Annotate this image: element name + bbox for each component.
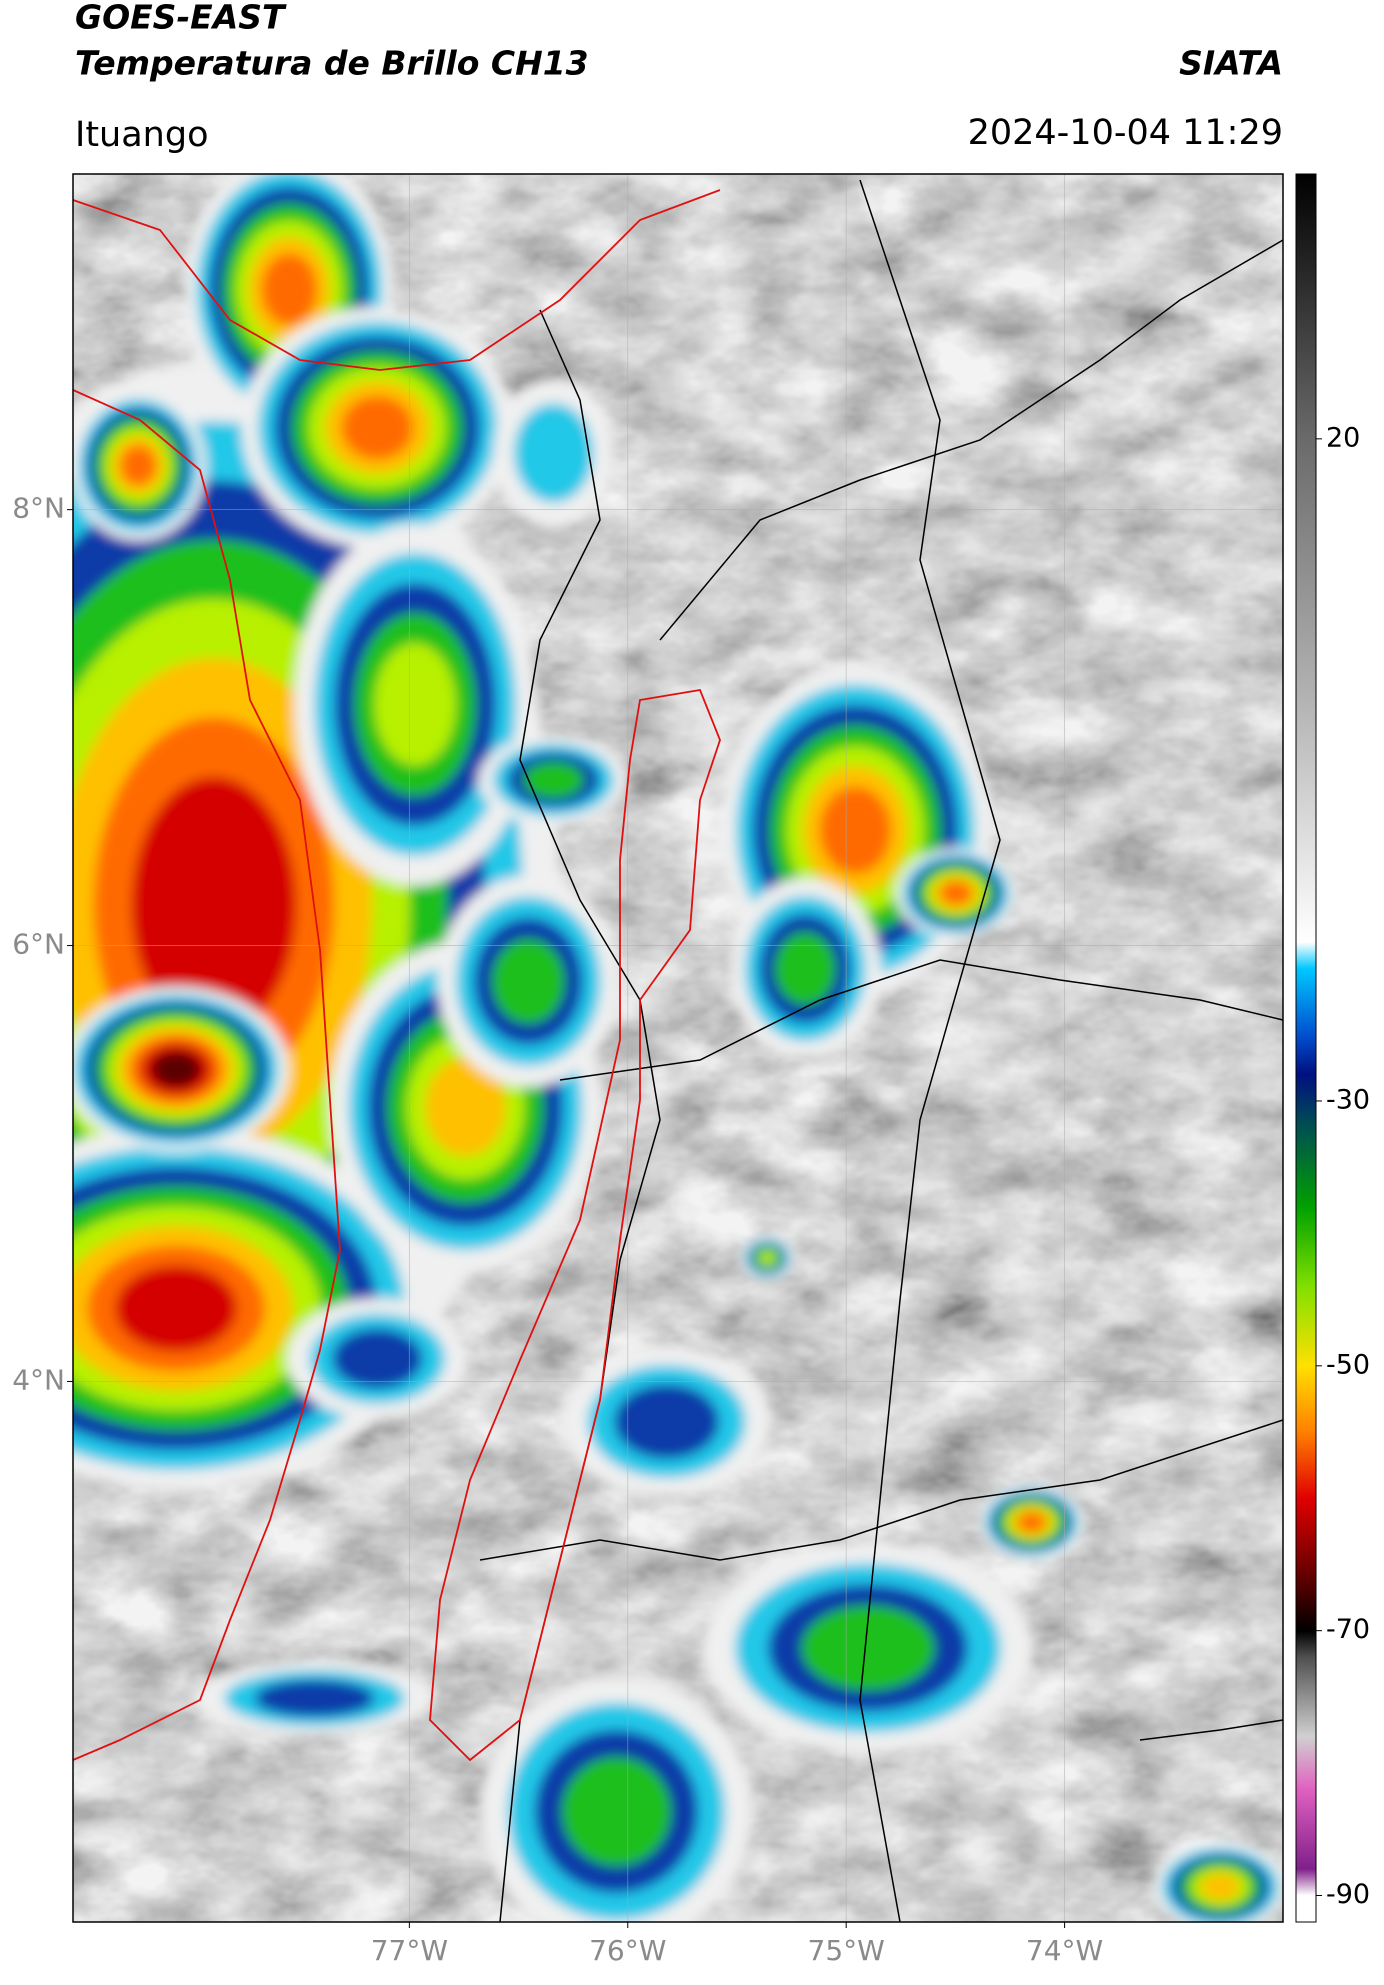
colorbar-tick-label: -30 <box>1326 1084 1370 1115</box>
title: GOES-EAST <box>75 0 287 37</box>
storm-cell <box>115 1265 238 1352</box>
storm-cell <box>940 881 972 906</box>
storm-cell <box>151 1051 201 1088</box>
storm-cell <box>131 776 297 1035</box>
axes: 8°N 6°N 4°N 77°W 76°W 75°W 74°W 20 -30 -50 -70 -90 <box>12 422 1370 1967</box>
region-borders <box>73 189 721 1762</box>
location: Ituango <box>75 115 209 155</box>
storm-cell <box>425 1057 506 1157</box>
storm-cell <box>254 1679 375 1718</box>
region-outline <box>429 688 721 1762</box>
storm-cell <box>801 1605 935 1691</box>
storm-cell <box>261 253 318 326</box>
lon-tick-label: 74°W <box>1026 1934 1103 1967</box>
colorbar-tick-label: -50 <box>1326 1349 1370 1380</box>
storm-cell <box>819 786 892 874</box>
storm-cell <box>561 1757 671 1867</box>
lon-tick-label: 77°W <box>371 1934 448 1967</box>
storm-cell <box>341 395 414 460</box>
border <box>73 189 721 371</box>
border <box>859 179 1001 1922</box>
colorbar-tick-label: -90 <box>1326 1879 1370 1910</box>
border <box>479 1419 1283 1561</box>
storm-cell <box>492 938 565 1024</box>
graticule <box>73 174 1283 1922</box>
lon-tick-label: 76°W <box>589 1934 666 1967</box>
storm-cell <box>1200 1873 1241 1901</box>
border <box>1139 1719 1283 1741</box>
lat-tick-label: 6°N <box>12 928 65 961</box>
colorbar <box>1295 173 1317 1923</box>
subtitle: Temperatura de Brillo CH13 <box>75 44 589 83</box>
agency: SIATA <box>1179 44 1283 83</box>
storm-cell <box>120 445 157 486</box>
colorbar-tick-label: 20 <box>1326 422 1360 453</box>
storm-cell <box>758 1250 777 1266</box>
storm-cell <box>1017 1512 1046 1533</box>
border <box>659 239 1283 641</box>
plot-frame <box>72 173 1284 1923</box>
storm-cell <box>374 643 457 766</box>
imagery <box>73 174 1283 1922</box>
storm-cell <box>332 1328 423 1389</box>
lat-tick-label: 8°N <box>12 492 65 525</box>
storm-cell <box>523 761 584 799</box>
storm-cell <box>614 1384 720 1459</box>
colorbar-tick-label: -70 <box>1326 1614 1370 1645</box>
storm-cell <box>774 932 836 1005</box>
lat-tick-label: 4°N <box>12 1363 65 1396</box>
border <box>73 389 341 1761</box>
border <box>559 959 1283 1081</box>
storm-layer <box>73 174 1283 1922</box>
lon-tick-label: 75°W <box>808 1934 885 1967</box>
storm-cell <box>513 403 594 503</box>
timestamp: 2024-10-04 11:29 <box>968 113 1283 153</box>
